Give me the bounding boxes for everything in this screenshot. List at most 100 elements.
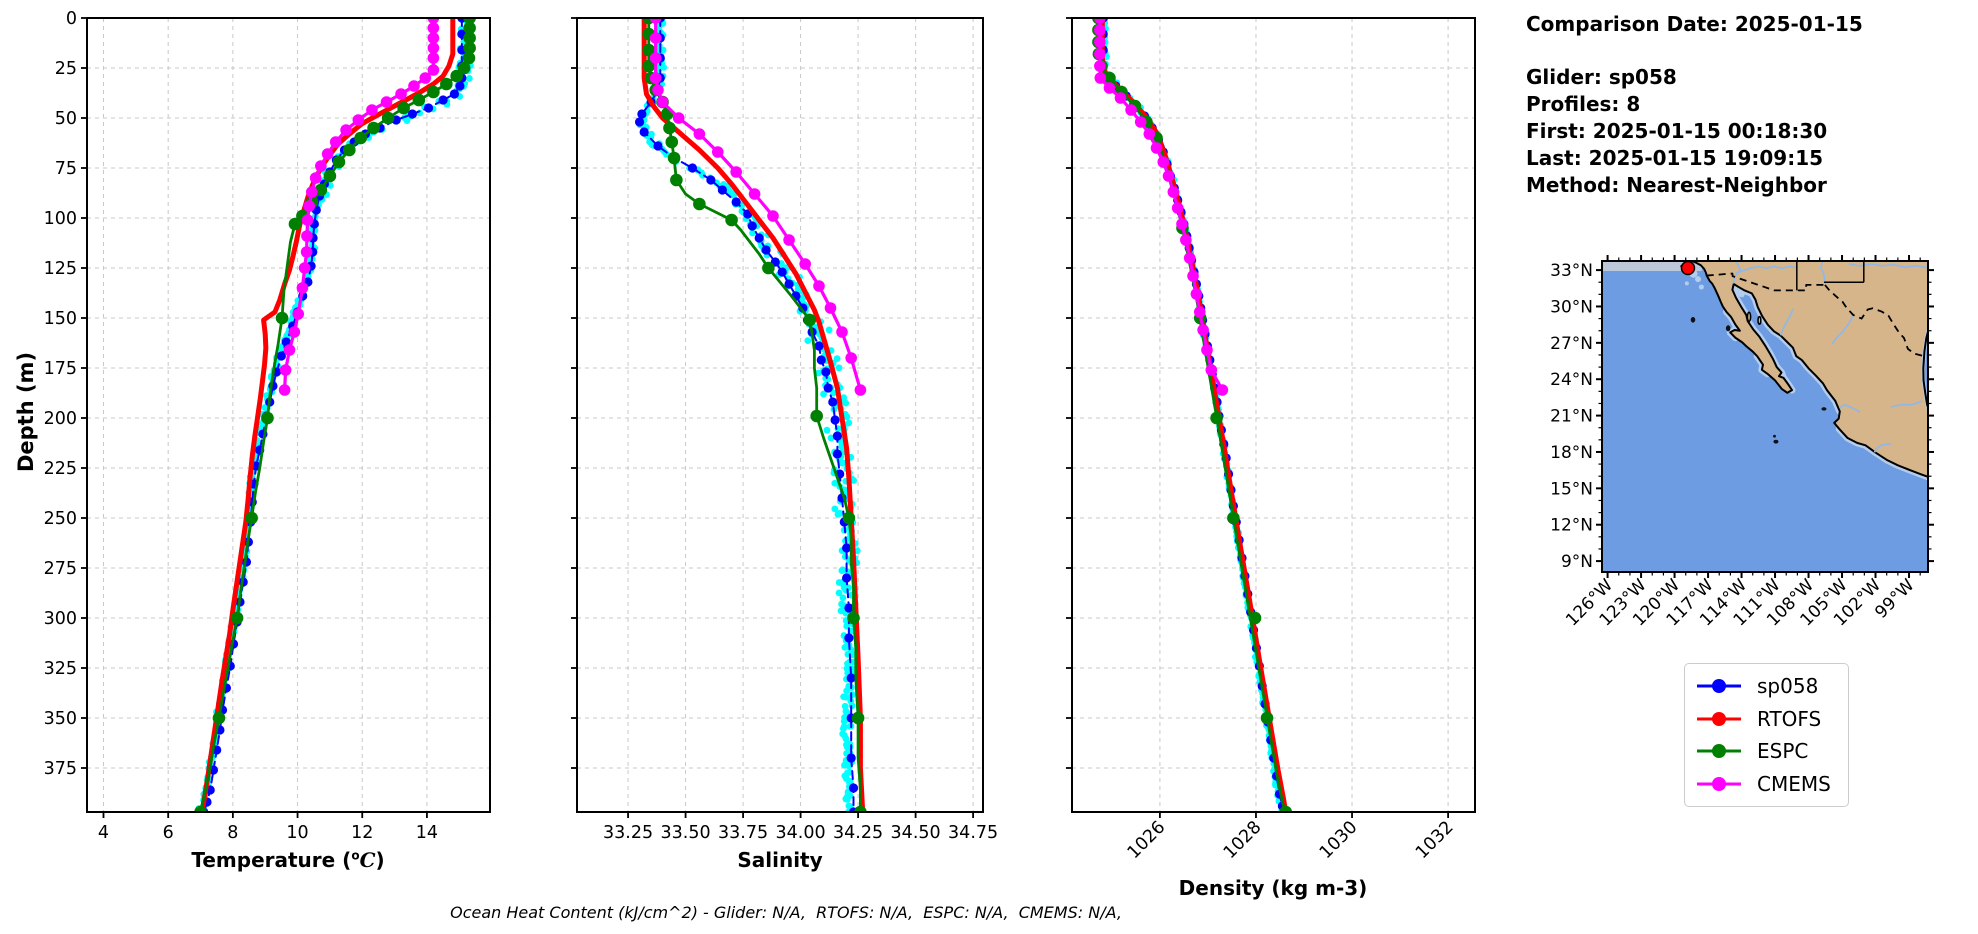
- glider-raw-scatter: [1098, 17, 1286, 813]
- svg-text:25: 25: [55, 59, 77, 79]
- svg-text:6: 6: [163, 823, 174, 843]
- svg-text:325: 325: [44, 659, 77, 679]
- svg-text:4: 4: [98, 823, 109, 843]
- info-profiles: Profiles: 8: [1526, 92, 1641, 116]
- legend-item-ESPC: ESPC: [1685, 736, 1848, 766]
- legend: sp058 RTOFS ESPC CMEMS: [1684, 663, 1849, 807]
- svg-text:8: 8: [227, 823, 238, 843]
- svg-text:200: 200: [44, 409, 77, 429]
- svg-text:375: 375: [44, 759, 77, 779]
- svg-text:34.50: 34.50: [891, 823, 941, 843]
- salinity-profile-plot: 33.25 33.50 33.75 34.00 34.25 34.50 34.75: [571, 17, 998, 843]
- temperature-profile-plot: 4 6 8 10 12 14 0 25 50 75 100 125 150 175 200 225 250 275…: [44, 9, 491, 843]
- svg-text:21°N: 21°N: [1550, 407, 1593, 427]
- series-CMEMS: [1094, 17, 1229, 396]
- series-ESPC: [642, 17, 867, 813]
- info-comparison-date: Comparison Date: 2025-01-15: [1526, 12, 1863, 36]
- svg-text:1026: 1026: [1124, 817, 1170, 863]
- ocean-heat-content-annotation: Ocean Heat Content (kJ/cm^2) - Glider: N…: [450, 903, 1122, 922]
- legend-item-CMEMS: CMEMS: [1685, 769, 1848, 799]
- svg-text:33.50: 33.50: [661, 823, 711, 843]
- axis-tick-labels: 4 6 8 10 12 14 0 25 50 75 100 125 150 175 200 225 250 275…: [44, 9, 438, 843]
- info-last: Last: 2025-01-15 19:09:15: [1526, 146, 1824, 170]
- svg-text:100: 100: [44, 209, 77, 229]
- svg-text:1032: 1032: [1412, 817, 1458, 863]
- location-map: 33°N30°N27°N24°N21°N18°N15°N12°N9°N126°W…: [1550, 255, 1934, 630]
- series-RTOFS: [1099, 17, 1289, 813]
- svg-text:14: 14: [416, 823, 438, 843]
- svg-text:10: 10: [286, 823, 308, 843]
- axis-tick-labels: 1026 1028 1030 1032: [1124, 817, 1458, 863]
- svg-text:275: 275: [44, 559, 77, 579]
- svg-text:250: 250: [44, 509, 77, 529]
- series-CMEMS: [649, 17, 867, 396]
- svg-text:34.25: 34.25: [833, 823, 883, 843]
- map-domain-edge-band: [1602, 261, 1702, 271]
- legend-line-sample: [1697, 711, 1741, 726]
- axis-tick-labels: 33.25 33.50 33.75 34.00 34.25 34.50 34.75: [603, 823, 998, 843]
- svg-text:34.75: 34.75: [948, 823, 998, 843]
- series-RTOFS: [199, 17, 456, 813]
- glider-location-marker: [1680, 261, 1696, 276]
- svg-text:150: 150: [44, 309, 77, 329]
- grid: [87, 17, 490, 812]
- legend-label: ESPC: [1757, 739, 1809, 764]
- map-rivers: [1732, 261, 1928, 453]
- legend-item-sp058: sp058: [1685, 671, 1848, 701]
- map-gulf-of-mexico: [1923, 329, 1928, 409]
- map-islands: [1680, 264, 1827, 444]
- svg-text:75: 75: [55, 159, 77, 179]
- svg-text:33.25: 33.25: [603, 823, 653, 843]
- legend-item-RTOFS: RTOFS: [1685, 704, 1848, 734]
- svg-text:9°N: 9°N: [1561, 552, 1593, 572]
- legend-label: sp058: [1757, 674, 1819, 699]
- map-land: [1690, 261, 1928, 478]
- legend-line-sample: [1697, 679, 1741, 694]
- series-CMEMS: [278, 17, 440, 396]
- y-axis-label-depth: Depth (m): [14, 351, 38, 473]
- svg-text:175: 175: [44, 359, 77, 379]
- svg-text:27°N: 27°N: [1550, 334, 1593, 354]
- legend-label: CMEMS: [1757, 771, 1831, 796]
- svg-text:125: 125: [44, 259, 77, 279]
- glider-raw-scatter: [195, 17, 476, 813]
- series-sp058: [199, 17, 467, 813]
- svg-text:0: 0: [66, 9, 77, 29]
- svg-text:24°N: 24°N: [1550, 370, 1593, 390]
- svg-text:18°N: 18°N: [1550, 443, 1593, 463]
- svg-text:350: 350: [44, 709, 77, 729]
- svg-text:15°N: 15°N: [1550, 479, 1593, 499]
- series-ESPC: [194, 17, 476, 813]
- legend-line-sample: [1697, 744, 1741, 759]
- axis-ticks: [81, 17, 428, 818]
- svg-text:225: 225: [44, 459, 77, 479]
- axis-ticks: [571, 17, 975, 818]
- x-axis-label-temperature: Temperature (oC): [191, 848, 385, 872]
- svg-text:30°N: 30°N: [1550, 297, 1593, 317]
- x-axis-label-density: Density (kg m-3): [1178, 876, 1368, 900]
- density-profile-plot: 1026 1028 1030 1032: [1066, 17, 1476, 863]
- map-ticks: [1596, 255, 1934, 578]
- svg-text:300: 300: [44, 609, 77, 629]
- series-RTOFS: [641, 17, 866, 813]
- svg-text:1028: 1028: [1220, 817, 1266, 863]
- map-borders: [1706, 261, 1925, 358]
- svg-text:12: 12: [351, 823, 373, 843]
- svg-text:1030: 1030: [1316, 817, 1362, 863]
- legend-line-sample: [1697, 776, 1741, 791]
- svg-text:34.00: 34.00: [776, 823, 826, 843]
- svg-text:33.75: 33.75: [718, 823, 768, 843]
- svg-text:33°N: 33°N: [1550, 261, 1593, 281]
- x-axis-label-salinity: Salinity: [737, 848, 823, 872]
- svg-text:12°N: 12°N: [1550, 516, 1593, 536]
- info-glider: Glider: sp058: [1526, 65, 1677, 89]
- svg-text:50: 50: [55, 109, 77, 129]
- grid: [1072, 17, 1475, 812]
- info-method: Method: Nearest-Neighbor: [1526, 173, 1827, 197]
- info-first: First: 2025-01-15 00:18:30: [1526, 119, 1828, 143]
- legend-label: RTOFS: [1757, 706, 1822, 731]
- axis-ticks: [1066, 17, 1450, 818]
- grid: [577, 17, 983, 812]
- svg-text:99°W: 99°W: [1871, 575, 1918, 622]
